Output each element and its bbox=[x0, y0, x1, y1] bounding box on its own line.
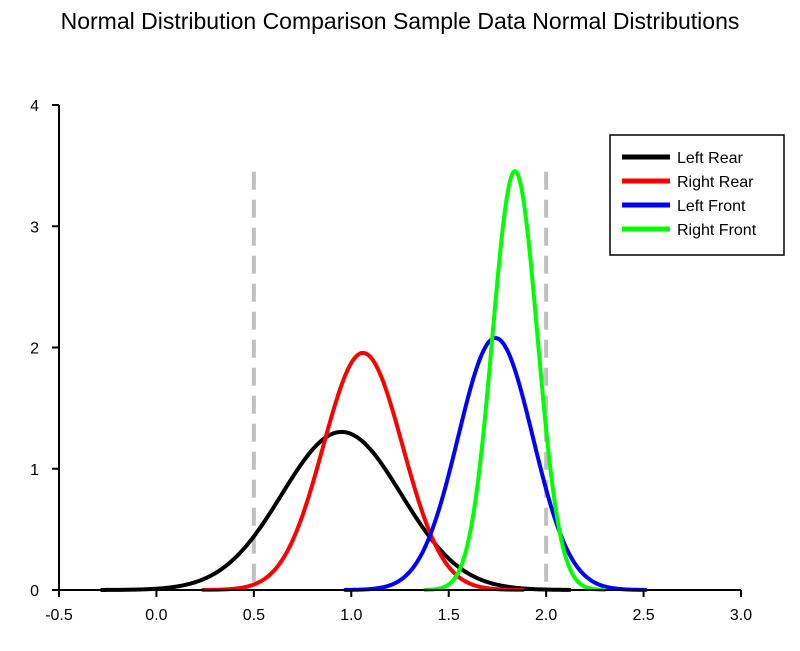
x-tick-label: 0.0 bbox=[145, 607, 167, 624]
x-tick-label: 0.5 bbox=[243, 607, 265, 624]
legend-label: Right Front bbox=[677, 222, 757, 239]
legend-box bbox=[609, 134, 785, 256]
y-tick-label: 1 bbox=[30, 462, 39, 479]
y-tick-label: 3 bbox=[30, 219, 39, 236]
x-tick-label: 2.5 bbox=[632, 607, 654, 624]
y-tick-label: 4 bbox=[30, 98, 39, 115]
legend: Left Rear Right Rear Left Front Right Front bbox=[609, 134, 785, 256]
y-tick-label: 0 bbox=[30, 583, 39, 600]
legend-label: Left Rear bbox=[677, 150, 743, 167]
legend-label: Right Rear bbox=[677, 174, 754, 191]
axes: 0 1 2 3 4 -0.5 0.0 0.5 1.0 1.5 2.0 2.5 3.0 bbox=[30, 98, 752, 624]
x-tick-label: -0.5 bbox=[45, 607, 73, 624]
reference-lines bbox=[251, 171, 549, 590]
legend-label: Left Front bbox=[677, 198, 746, 215]
chart-title: Normal Distribution Comparison Sample Da… bbox=[60, 8, 740, 34]
series-line-left-rear bbox=[99, 429, 572, 592]
series-line-right-front bbox=[423, 169, 607, 592]
y-tick-label: 2 bbox=[30, 341, 39, 358]
curves bbox=[99, 169, 648, 592]
series-line-right-rear bbox=[201, 350, 525, 592]
x-tick-label: 2.0 bbox=[535, 607, 557, 624]
x-tick-label: 3.0 bbox=[730, 607, 752, 624]
x-tick-label: 1.5 bbox=[438, 607, 460, 624]
x-tick-label: 1.0 bbox=[340, 607, 362, 624]
series-line-left-front bbox=[343, 336, 648, 592]
